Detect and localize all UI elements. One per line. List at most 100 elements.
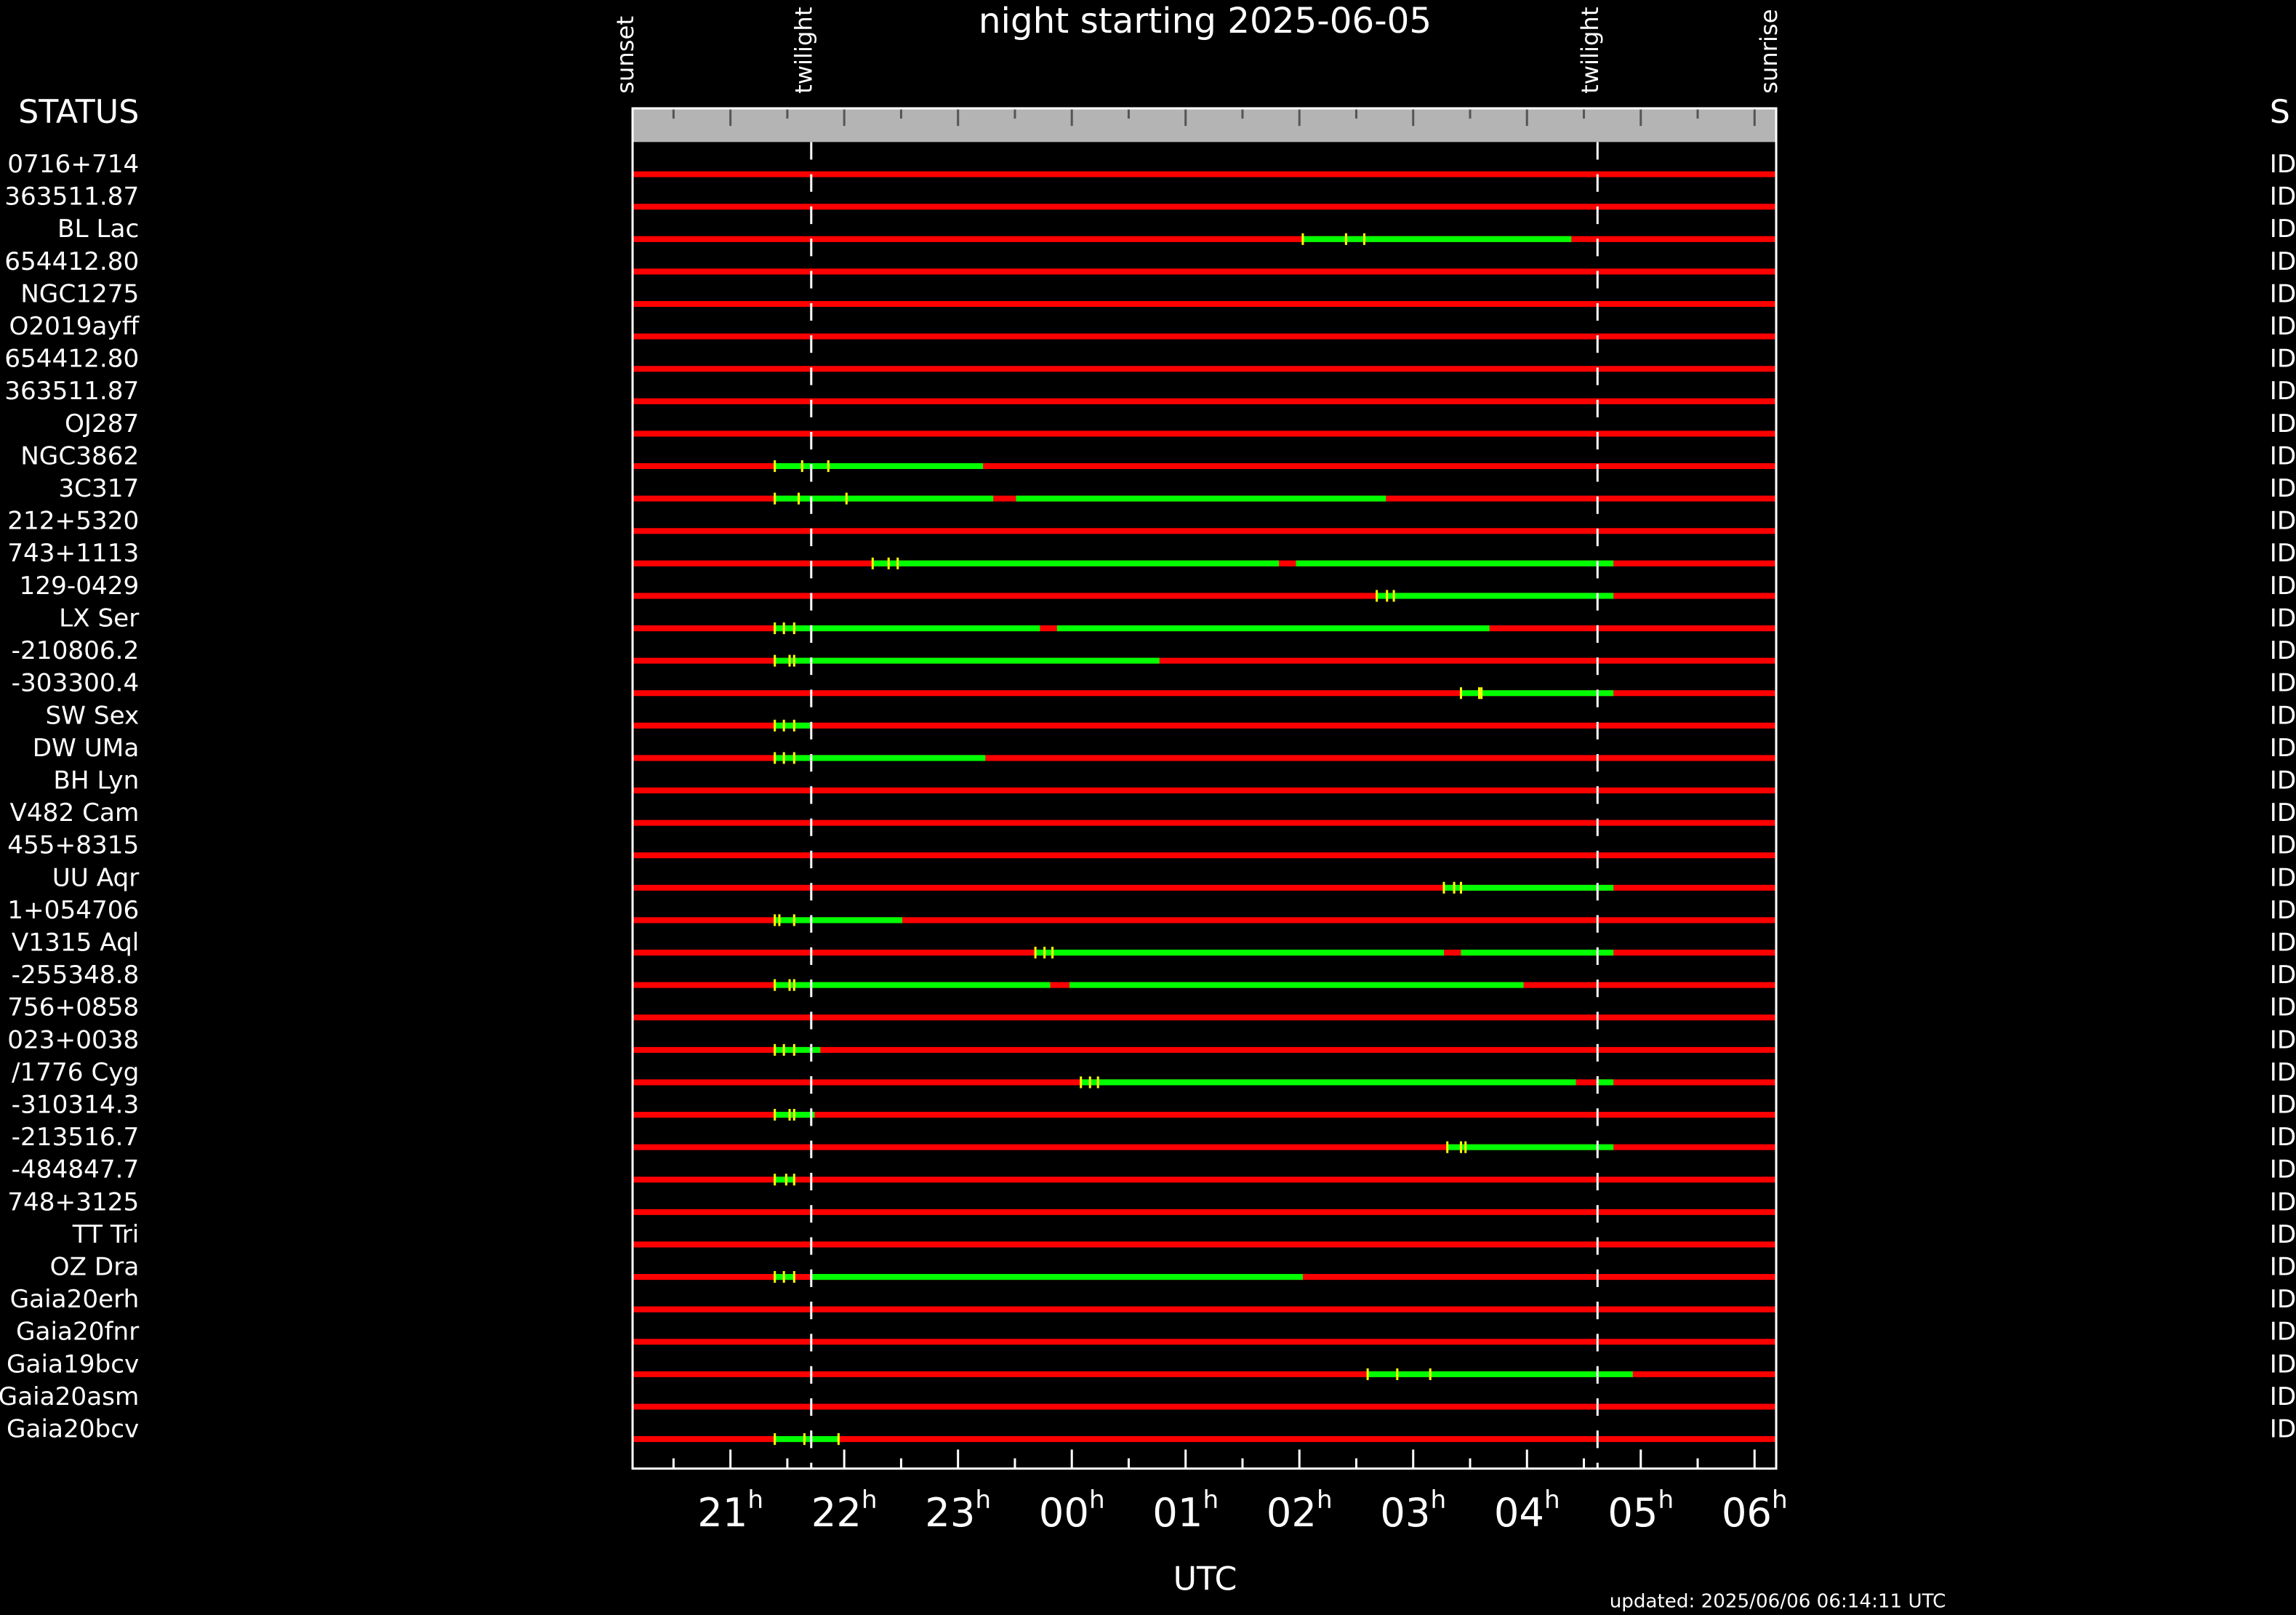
x-tick-label: 06h <box>1722 1485 1788 1536</box>
target-name: 455+8315 <box>7 831 139 860</box>
target-name: 748+3125 <box>7 1187 139 1217</box>
target-status: ID <box>2270 604 2296 633</box>
x-tick-suffix: h <box>1089 1485 1105 1514</box>
x-tick-number: 23 <box>925 1490 975 1536</box>
target-status: ID <box>2270 247 2296 276</box>
target-name: 129-0429 <box>20 572 140 601</box>
target-status: ID <box>2270 961 2296 990</box>
event-label: sunrise <box>1755 9 1783 93</box>
x-tick-label: 00h <box>1039 1485 1105 1536</box>
x-tick-suffix: h <box>747 1485 763 1514</box>
x-tick-number: 01 <box>1152 1490 1203 1536</box>
left-header: STATUS <box>18 94 139 131</box>
x-tick-number: 05 <box>1607 1490 1658 1536</box>
x-tick-suffix: h <box>1203 1485 1219 1514</box>
x-tick-number: 02 <box>1267 1490 1317 1536</box>
x-tick-number: 22 <box>811 1490 862 1536</box>
target-name: 023+0038 <box>7 1025 139 1054</box>
target-name: NGC3862 <box>20 441 139 470</box>
event-label: twilight <box>1576 7 1604 94</box>
target-status: ID <box>2270 928 2296 957</box>
target-status: ID <box>2270 1252 2296 1281</box>
target-name: UU Aqr <box>52 863 140 892</box>
x-tick-suffix: h <box>862 1485 878 1514</box>
target-name: Gaia20fnr <box>16 1318 140 1347</box>
target-status: ID <box>2270 1414 2296 1443</box>
target-name: -310314.3 <box>12 1090 140 1119</box>
target-name: 654412.80 <box>4 345 139 374</box>
target-name: -484847.7 <box>12 1155 140 1185</box>
target-name: Gaia20asm <box>0 1382 139 1411</box>
target-status: ID <box>2270 734 2296 763</box>
target-status: ID <box>2270 312 2296 341</box>
updated-note: updated: 2025/06/06 06:14:11 UTC <box>1610 1590 1946 1612</box>
x-tick-number: 00 <box>1039 1490 1089 1536</box>
target-name: -303300.4 <box>12 669 140 698</box>
target-name: OZ Dra <box>50 1252 140 1281</box>
x-tick-label: 23h <box>925 1485 991 1536</box>
x-tick-suffix: h <box>1544 1485 1560 1514</box>
target-name: 654412.80 <box>4 247 139 276</box>
target-name: 0716+714 <box>7 150 139 179</box>
x-tick-number: 03 <box>1380 1490 1430 1536</box>
x-tick-suffix: h <box>975 1485 991 1514</box>
plot-frame <box>631 107 1778 1470</box>
target-status: ID <box>2270 1155 2296 1185</box>
target-name: 363511.87 <box>4 183 139 212</box>
target-status: ID <box>2270 183 2296 212</box>
target-name: BL Lac <box>57 215 139 244</box>
event-label: twilight <box>790 7 818 94</box>
target-name: /1776 Cyg <box>12 1058 139 1087</box>
target-status: ID <box>2270 345 2296 374</box>
target-status: ID <box>2270 1318 2296 1347</box>
target-status: ID <box>2270 831 2296 860</box>
target-status: ID <box>2270 474 2296 503</box>
right-header: S <box>2270 94 2290 131</box>
x-tick-label: 22h <box>811 1485 878 1536</box>
target-status: ID <box>2270 636 2296 665</box>
target-status: ID <box>2270 1350 2296 1379</box>
target-status: ID <box>2270 441 2296 470</box>
target-status: ID <box>2270 896 2296 925</box>
target-name: 756+0858 <box>7 993 139 1022</box>
x-tick-suffix: h <box>1658 1485 1674 1514</box>
target-status: ID <box>2270 507 2296 536</box>
target-status: ID <box>2270 150 2296 179</box>
target-status: ID <box>2270 1220 2296 1249</box>
target-name: -213516.7 <box>12 1123 140 1152</box>
x-tick-label: 01h <box>1152 1485 1219 1536</box>
target-status: ID <box>2270 1025 2296 1054</box>
target-name: O2019ayff <box>9 312 140 341</box>
target-name: Gaia20erh <box>10 1285 140 1314</box>
target-status: ID <box>2270 863 2296 892</box>
target-status: ID <box>2270 701 2296 730</box>
target-name: Gaia20bcv <box>7 1414 139 1443</box>
target-status: ID <box>2270 669 2296 698</box>
header-band <box>633 108 1777 143</box>
x-tick-label: 05h <box>1607 1485 1674 1536</box>
target-name: 743+1113 <box>7 539 139 568</box>
target-status: ID <box>2270 993 2296 1022</box>
target-status: ID <box>2270 766 2296 795</box>
target-status: ID <box>2270 539 2296 568</box>
chart-title: night starting 2025-06-05 <box>979 1 1432 41</box>
target-name: SW Sex <box>45 701 139 730</box>
x-tick-label: 04h <box>1494 1485 1560 1536</box>
target-status: ID <box>2270 1058 2296 1087</box>
target-name: NGC1275 <box>20 279 139 308</box>
target-name: 212+5320 <box>7 507 139 536</box>
target-name: Gaia19bcv <box>7 1350 139 1379</box>
x-tick-label: 03h <box>1380 1485 1446 1536</box>
target-status: ID <box>2270 279 2296 308</box>
x-tick-number: 21 <box>697 1490 747 1536</box>
target-name: DW UMa <box>33 734 140 763</box>
target-status: ID <box>2270 409 2296 438</box>
x-tick-suffix: h <box>1772 1485 1788 1514</box>
target-status: ID <box>2270 1090 2296 1119</box>
target-name: -210806.2 <box>12 636 140 665</box>
target-name: -255348.8 <box>12 961 140 990</box>
target-name: OJ287 <box>65 409 139 438</box>
target-status: ID <box>2270 798 2296 827</box>
target-status: ID <box>2270 1285 2296 1314</box>
